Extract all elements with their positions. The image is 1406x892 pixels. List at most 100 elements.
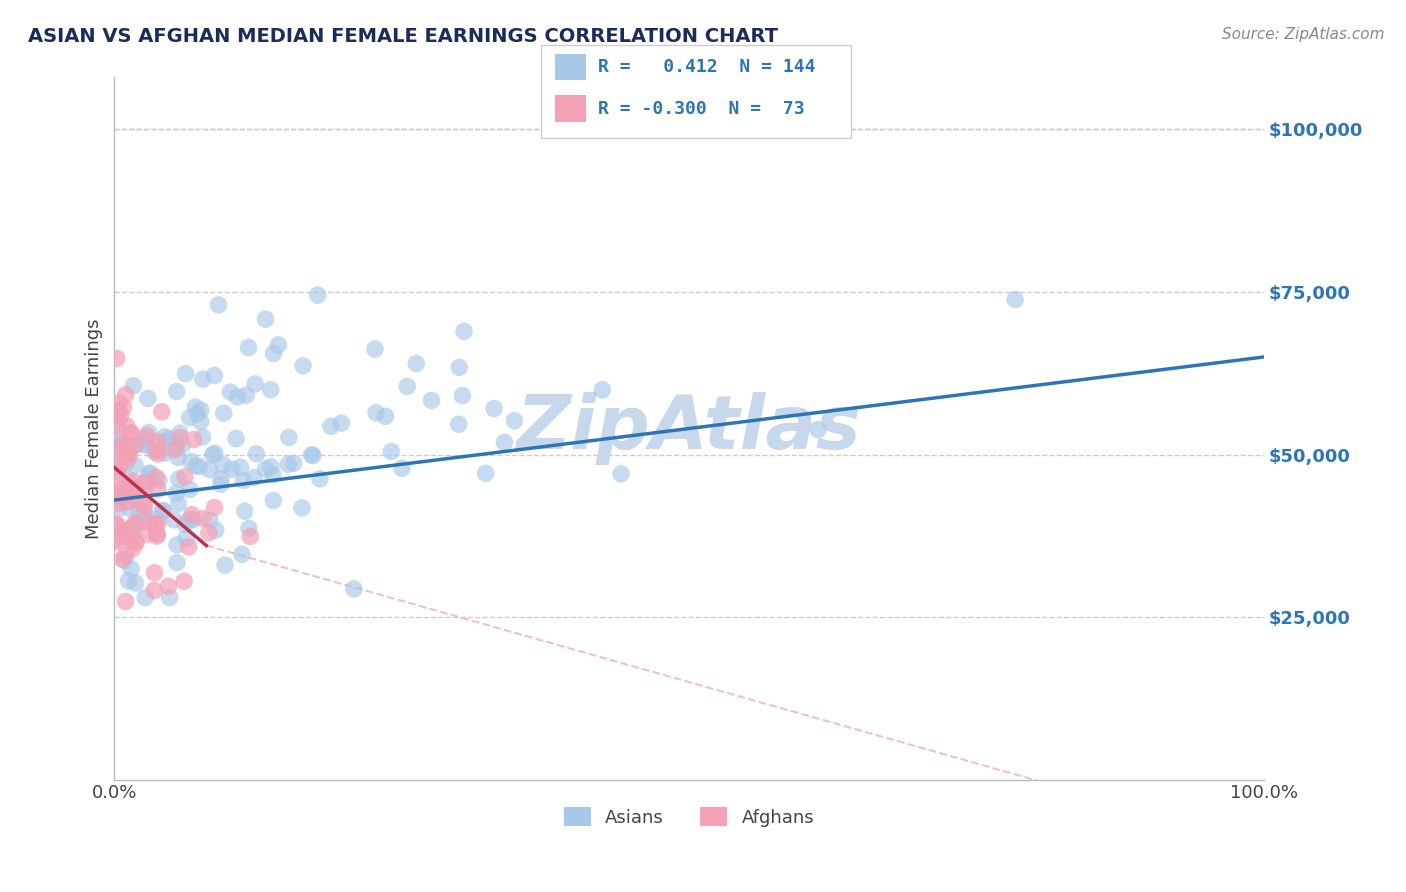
Afghans (111, 481, 134, 495)
Afghans (105, 419, 128, 434)
Afghans (117, 447, 139, 461)
Asians (134, 508, 156, 523)
Asians (503, 414, 526, 428)
Asians (131, 437, 153, 451)
Asians (453, 325, 475, 339)
Afghans (146, 434, 169, 449)
Asians (283, 456, 305, 470)
Asians (420, 393, 443, 408)
Asians (134, 432, 156, 446)
Afghans (146, 527, 169, 541)
Legend: Asians, Afghans: Asians, Afghans (557, 800, 821, 834)
Asians (166, 439, 188, 453)
Afghans (110, 408, 132, 422)
Asians (212, 458, 235, 472)
Asians (238, 521, 260, 535)
Y-axis label: Median Female Earnings: Median Female Earnings (86, 318, 103, 539)
Asians (235, 388, 257, 402)
Asians (807, 422, 830, 436)
Asians (591, 383, 613, 397)
Afghans (114, 387, 136, 401)
Afghans (112, 527, 135, 541)
Afghans (146, 482, 169, 496)
Afghans (107, 497, 129, 511)
Afghans (124, 438, 146, 452)
Afghans (135, 527, 157, 541)
Asians (143, 444, 166, 458)
Asians (254, 312, 277, 326)
Afghans (108, 396, 131, 410)
Asians (121, 440, 143, 454)
Asians (115, 439, 138, 453)
Asians (243, 471, 266, 485)
Asians (105, 491, 128, 506)
Afghans (138, 516, 160, 530)
Asians (120, 521, 142, 535)
Asians (474, 467, 496, 481)
Afghans (157, 579, 180, 593)
Asians (233, 504, 256, 518)
Asians (120, 502, 142, 516)
Asians (146, 527, 169, 541)
Afghans (173, 470, 195, 484)
Afghans (239, 529, 262, 543)
Asians (179, 483, 201, 497)
Asians (343, 582, 366, 596)
Afghans (122, 482, 145, 496)
Asians (166, 384, 188, 399)
Asians (152, 504, 174, 518)
Asians (165, 486, 187, 500)
Asians (262, 493, 284, 508)
Asians (260, 383, 283, 397)
Asians (225, 432, 247, 446)
Asians (391, 461, 413, 475)
Asians (254, 462, 277, 476)
Asians (186, 407, 208, 421)
Afghans (118, 447, 141, 461)
Afghans (105, 534, 128, 549)
Afghans (146, 516, 169, 531)
Asians (128, 515, 150, 529)
Afghans (197, 525, 219, 540)
Afghans (143, 517, 166, 532)
Afghans (143, 583, 166, 598)
Asians (122, 437, 145, 451)
Asians (127, 504, 149, 518)
Asians (169, 425, 191, 440)
Asians (179, 410, 201, 425)
Asians (179, 513, 201, 527)
Afghans (112, 401, 135, 415)
Asians (181, 512, 204, 526)
Asians (107, 414, 129, 428)
Asians (231, 547, 253, 561)
Asians (136, 392, 159, 406)
Asians (105, 462, 128, 476)
Asians (120, 562, 142, 576)
Asians (243, 376, 266, 391)
Asians (226, 390, 249, 404)
Afghans (135, 429, 157, 443)
Afghans (146, 529, 169, 543)
Afghans (124, 518, 146, 533)
Text: ZipAtlas: ZipAtlas (517, 392, 862, 465)
Asians (330, 416, 353, 430)
Asians (145, 512, 167, 526)
Asians (188, 459, 211, 474)
Asians (167, 450, 190, 465)
Asians (207, 298, 229, 312)
Asians (301, 448, 323, 462)
Asians (307, 288, 329, 302)
Asians (214, 558, 236, 573)
Afghans (115, 489, 138, 503)
Afghans (114, 439, 136, 453)
Asians (174, 517, 197, 532)
Asians (117, 474, 139, 488)
Asians (449, 360, 471, 375)
Asians (198, 513, 221, 527)
Asians (191, 430, 214, 444)
Asians (204, 523, 226, 537)
Asians (152, 503, 174, 517)
Afghans (134, 500, 156, 514)
Afghans (111, 552, 134, 566)
Afghans (124, 516, 146, 530)
